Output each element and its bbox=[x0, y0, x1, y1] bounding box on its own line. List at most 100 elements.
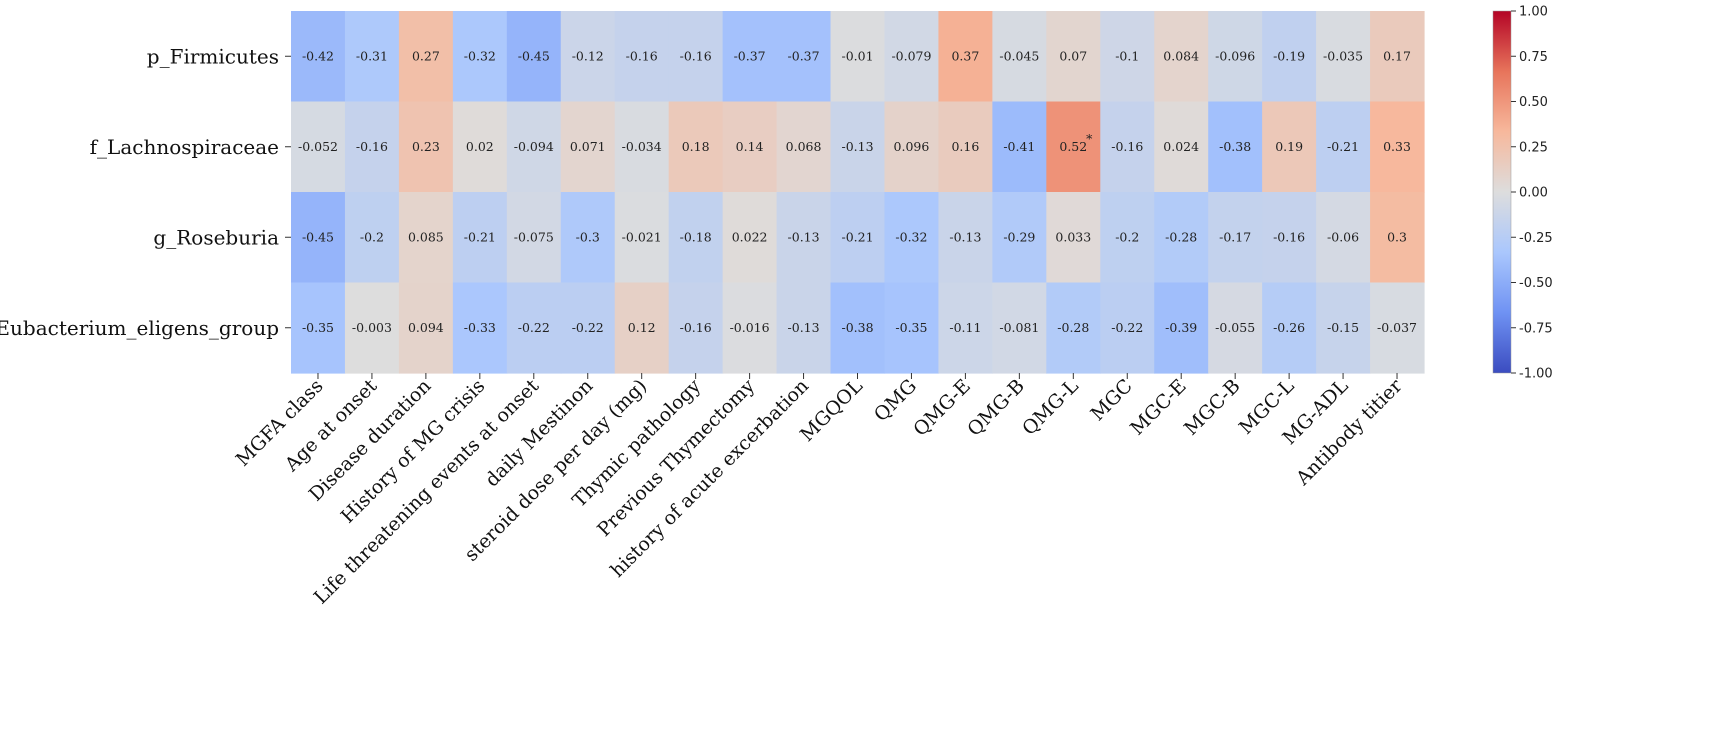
heatmap-cell-3-16 bbox=[1154, 282, 1209, 374]
heatmap-cell-3-3 bbox=[452, 282, 508, 374]
row-label-g-roseburia: g_Roseburia bbox=[153, 225, 279, 249]
cell-value-label-0-4: -0.45 bbox=[518, 48, 550, 63]
cell-value-label-1-15: -0.16 bbox=[1111, 139, 1143, 154]
heatmap-cell-1-20 bbox=[1370, 101, 1425, 193]
heatmap-cell-1-16 bbox=[1154, 101, 1209, 193]
cell-value-label-2-7: -0.18 bbox=[680, 229, 712, 244]
heatmap-cell-1-8 bbox=[722, 101, 778, 193]
cell-value-label-2-6: -0.021 bbox=[622, 229, 662, 244]
cell-value-label-0-17: -0.096 bbox=[1215, 48, 1255, 63]
heatmap-cell-0-11 bbox=[884, 11, 940, 103]
column-label-qmg-b: QMG-B bbox=[963, 375, 1029, 441]
cell-value-label-1-7: 0.18 bbox=[682, 139, 710, 154]
cell-value-label-3-17: -0.055 bbox=[1215, 320, 1255, 335]
colorbar-tick-label-8: -1.00 bbox=[1519, 367, 1553, 382]
column-label-qmg-l: QMG-L bbox=[1018, 375, 1083, 440]
heatmap-cell-1-11 bbox=[884, 101, 940, 193]
heatmap-cell-1-19 bbox=[1316, 101, 1371, 193]
significance-star-0: * bbox=[1086, 131, 1093, 146]
cell-value-label-2-9: -0.13 bbox=[788, 229, 820, 244]
heatmap-cell-3-18 bbox=[1262, 282, 1317, 374]
cell-value-label-1-16: 0.024 bbox=[1163, 139, 1199, 154]
heatmap-cell-2-11 bbox=[884, 192, 940, 284]
colorbar-tick-label-0: 1.00 bbox=[1519, 5, 1548, 20]
colorbar: 1.00 0.75 0.50 0.25 0.00 -0.25 -0.50 -0.75 -1.00 bbox=[1492, 5, 1553, 382]
cell-value-label-2-19: -0.06 bbox=[1327, 229, 1359, 244]
cell-value-label-2-13: -0.29 bbox=[1003, 229, 1035, 244]
heatmap-cell-3-12 bbox=[938, 282, 993, 374]
heatmap-cell-3-10 bbox=[830, 282, 886, 374]
colorbar-tick-label-5: -0.25 bbox=[1519, 231, 1553, 246]
cell-value-label-2-8: 0.022 bbox=[732, 229, 768, 244]
heatmap-cell-2-9 bbox=[776, 192, 832, 284]
heatmap-cell-0-16 bbox=[1154, 11, 1209, 103]
heatmap-cell-0-2 bbox=[398, 11, 454, 103]
heatmap-cell-1-18 bbox=[1262, 101, 1317, 193]
heatmap-cell-1-15 bbox=[1100, 101, 1155, 193]
cell-value-label-3-15: -0.22 bbox=[1111, 320, 1143, 335]
cell-value-label-2-1: -0.2 bbox=[360, 229, 384, 244]
heatmap-cell-2-18 bbox=[1262, 192, 1317, 284]
column-label-qmg-e: QMG-E bbox=[909, 375, 975, 441]
cell-value-label-1-6: -0.034 bbox=[622, 139, 662, 154]
cell-value-label-0-19: -0.035 bbox=[1323, 48, 1363, 63]
column-label-age-at-onset: Age at onset bbox=[280, 375, 382, 477]
cell-value-label-2-3: -0.21 bbox=[464, 229, 496, 244]
heatmap-cell-1-1 bbox=[344, 101, 400, 193]
heatmap-cell-3-1 bbox=[344, 282, 400, 374]
heatmap-cell-2-2 bbox=[398, 192, 454, 284]
heatmap-cell-0-17 bbox=[1208, 11, 1263, 103]
cell-value-label-0-13: -0.045 bbox=[999, 48, 1039, 63]
heatmap-cell-3-20 bbox=[1370, 282, 1425, 374]
heatmap-cell-3-6 bbox=[614, 282, 670, 374]
colorbar-ticks: 1.00 0.75 0.50 0.25 0.00 -0.25 -0.50 -0.75 -1.00 bbox=[1511, 5, 1553, 382]
cell-value-label-3-4: -0.22 bbox=[518, 320, 550, 335]
cell-value-label-3-3: -0.33 bbox=[464, 320, 496, 335]
cell-value-label-3-0: -0.35 bbox=[302, 320, 334, 335]
heatmap-cell-3-0 bbox=[291, 282, 346, 374]
heatmap-cell-0-19 bbox=[1316, 11, 1371, 103]
cell-value-label-0-2: 0.27 bbox=[412, 48, 440, 63]
row-label-f-lachnospiraceae: f_Lachnospiraceae bbox=[90, 135, 279, 159]
cell-value-label-3-8: -0.016 bbox=[730, 320, 770, 335]
heatmap-cell-3-17 bbox=[1208, 282, 1263, 374]
cell-value-label-2-11: -0.32 bbox=[895, 229, 927, 244]
heatmap-cell-2-3 bbox=[452, 192, 508, 284]
column-label-mgc: MGC bbox=[1086, 375, 1136, 425]
colorbar-tick-label-3: 0.25 bbox=[1519, 140, 1548, 155]
cell-value-label-2-18: -0.16 bbox=[1273, 229, 1305, 244]
heatmap-cell-2-20 bbox=[1370, 192, 1425, 284]
heatmap-cell-1-6 bbox=[614, 101, 670, 193]
cell-value-label-3-10: -0.38 bbox=[841, 320, 873, 335]
heatmap-cell-1-5 bbox=[560, 101, 616, 193]
heatmap-cell-2-16 bbox=[1154, 192, 1209, 284]
cell-value-label-2-12: -0.13 bbox=[949, 229, 981, 244]
cell-value-label-1-4: -0.094 bbox=[514, 139, 554, 154]
cell-value-label-3-2: 0.094 bbox=[408, 320, 444, 335]
cell-value-label-3-11: -0.35 bbox=[895, 320, 927, 335]
heatmap-cell-0-6 bbox=[614, 11, 670, 103]
cell-value-label-3-18: -0.26 bbox=[1273, 320, 1305, 335]
cell-value-label-3-9: -0.13 bbox=[788, 320, 820, 335]
colorbar-tick-label-7: -0.75 bbox=[1519, 321, 1553, 336]
heatmap-cell-1-4 bbox=[506, 101, 562, 193]
cell-value-label-3-12: -0.11 bbox=[949, 320, 981, 335]
cell-value-label-0-16: 0.084 bbox=[1163, 48, 1199, 63]
cell-value-label-2-2: 0.085 bbox=[408, 229, 444, 244]
heatmap-cell-1-3 bbox=[452, 101, 508, 193]
cell-value-label-3-5: -0.22 bbox=[572, 320, 604, 335]
heatmap-cell-3-13 bbox=[992, 282, 1047, 374]
cell-value-label-2-15: -0.2 bbox=[1115, 229, 1139, 244]
cell-value-label-0-8: -0.37 bbox=[734, 48, 766, 63]
cell-value-label-0-6: -0.16 bbox=[626, 48, 658, 63]
heatmap-cell-2-1 bbox=[344, 192, 400, 284]
heatmap-cell-0-7 bbox=[668, 11, 724, 103]
heatmap-cell-labels: -0.42 -0.31 0.27 -0.32 -0.45 -0.12 -0.16 -0.16 -… bbox=[298, 48, 1417, 335]
heatmap-cell-3-9 bbox=[776, 282, 832, 374]
cell-value-label-0-3: -0.32 bbox=[464, 48, 496, 63]
heatmap-cell-1-9 bbox=[776, 101, 832, 193]
cell-value-label-1-13: -0.41 bbox=[1003, 139, 1035, 154]
heatmap-cell-2-4 bbox=[506, 192, 562, 284]
